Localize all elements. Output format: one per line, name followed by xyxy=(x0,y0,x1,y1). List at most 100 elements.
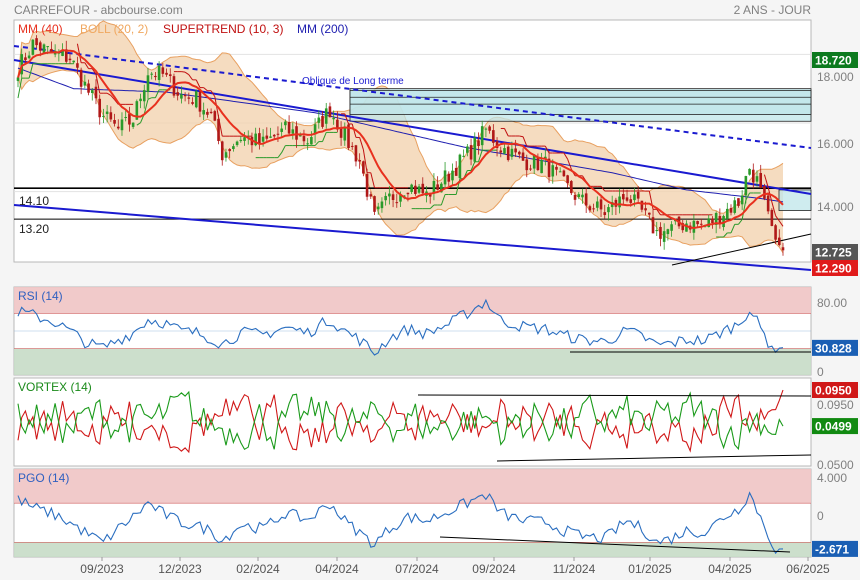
candle-body xyxy=(220,141,224,161)
candle-body xyxy=(588,206,592,211)
supertrend-segment xyxy=(359,137,364,150)
supertrend-segment xyxy=(723,232,728,238)
candle-body xyxy=(202,110,205,115)
candle-body xyxy=(518,151,521,155)
supertrend-segment xyxy=(181,71,186,73)
value-badges: 18.720 12.725 12.290 30.828 0.0950 0.0499 -2.6… xyxy=(812,52,858,557)
candle-body xyxy=(391,194,395,200)
candle-body xyxy=(692,220,696,233)
candle-body xyxy=(770,209,774,226)
candle-body xyxy=(291,129,295,134)
rsi-tick-0: 0 xyxy=(817,365,824,379)
rsi-line xyxy=(17,298,784,356)
trendline-lower xyxy=(13,204,812,271)
supertrend-segment xyxy=(738,219,743,225)
candle-body xyxy=(376,206,380,210)
candle-body xyxy=(466,146,469,153)
supertrend-segment xyxy=(470,161,476,171)
candle-body xyxy=(399,195,402,202)
candle-body xyxy=(128,113,131,125)
price-tick-16: 16.000 xyxy=(817,137,854,151)
candle-body xyxy=(265,135,269,139)
candle-body xyxy=(584,193,588,206)
supertrend-segment xyxy=(136,122,141,126)
pgo-tick-0: 0 xyxy=(817,509,824,523)
candle-body xyxy=(276,133,280,135)
supertrend-segment xyxy=(143,99,149,115)
candle-body xyxy=(506,146,510,161)
supertrend-segment xyxy=(519,135,524,138)
candle-body xyxy=(20,54,24,75)
candle-body xyxy=(365,173,369,197)
candle-body xyxy=(748,168,751,175)
candle-body xyxy=(61,50,64,56)
supertrend-segment xyxy=(775,215,780,222)
candle-body xyxy=(76,63,79,68)
vortex-negative-line xyxy=(17,389,784,454)
candle-body xyxy=(722,216,725,228)
resistance-zone xyxy=(349,89,812,115)
supertrend-segment xyxy=(184,71,190,76)
candle-body xyxy=(751,169,755,183)
support-line xyxy=(671,233,812,266)
candle-body xyxy=(384,195,387,201)
candle-body xyxy=(239,139,243,142)
x-tick-label: 06/2025 xyxy=(786,562,830,576)
supertrend-segment xyxy=(429,204,435,210)
candle-body xyxy=(209,111,213,114)
candle-body xyxy=(499,150,503,153)
hline-label-13-20: 13.20 xyxy=(19,222,49,236)
x-axis: 09/2023 12/2023 02/2024 04/2024 07/2024 09/20… xyxy=(80,557,830,576)
candle-body xyxy=(521,152,525,161)
supertrend-segment xyxy=(314,141,320,146)
rsi-panel xyxy=(14,287,811,375)
bollinger-lower xyxy=(17,69,784,254)
candle-body xyxy=(547,158,551,178)
supertrend-segment xyxy=(76,43,82,63)
candle-body xyxy=(744,176,748,196)
candle-body xyxy=(618,196,621,208)
supertrend-segment xyxy=(600,186,606,192)
candle-body xyxy=(332,117,335,120)
candle-body xyxy=(432,180,436,194)
candle-body xyxy=(228,149,231,152)
badge-vortex-pos: 0.0499 xyxy=(815,420,852,434)
candle-body xyxy=(532,154,536,169)
candle-body xyxy=(436,184,439,190)
candle-body xyxy=(711,218,714,224)
candle-body xyxy=(64,49,68,62)
candle-body xyxy=(102,115,105,117)
candle-body xyxy=(662,231,666,242)
hline-label-14-10: 14.10 xyxy=(19,194,49,208)
candle-body xyxy=(194,91,198,108)
candle-body xyxy=(213,111,217,121)
candle-body xyxy=(269,136,272,138)
candle-body xyxy=(343,127,347,141)
pgo-panel xyxy=(14,469,811,557)
candle-body xyxy=(87,83,90,93)
pgo-title: PGO (14) xyxy=(18,471,69,485)
candle-body xyxy=(725,208,729,219)
candle-body xyxy=(781,247,785,251)
candle-body xyxy=(350,145,354,147)
price-tick-18: 18.000 xyxy=(817,70,854,84)
candle-body xyxy=(555,166,558,170)
candle-body xyxy=(644,208,647,211)
candle-body xyxy=(763,185,766,199)
candle-body xyxy=(740,195,744,205)
supertrend-segment xyxy=(440,194,446,206)
candle-body xyxy=(454,167,458,176)
candle-body xyxy=(272,134,276,137)
supertrend-segment xyxy=(344,113,349,125)
zone-band xyxy=(14,542,811,557)
candle-body xyxy=(72,60,76,63)
supertrend-segment xyxy=(478,150,483,162)
candle-body xyxy=(451,170,454,181)
candle-body xyxy=(503,148,506,154)
candle-body xyxy=(577,194,581,198)
candle-body xyxy=(729,207,733,213)
candle-body xyxy=(529,168,532,170)
candle-body xyxy=(733,200,737,213)
supertrend-segment xyxy=(84,62,89,69)
